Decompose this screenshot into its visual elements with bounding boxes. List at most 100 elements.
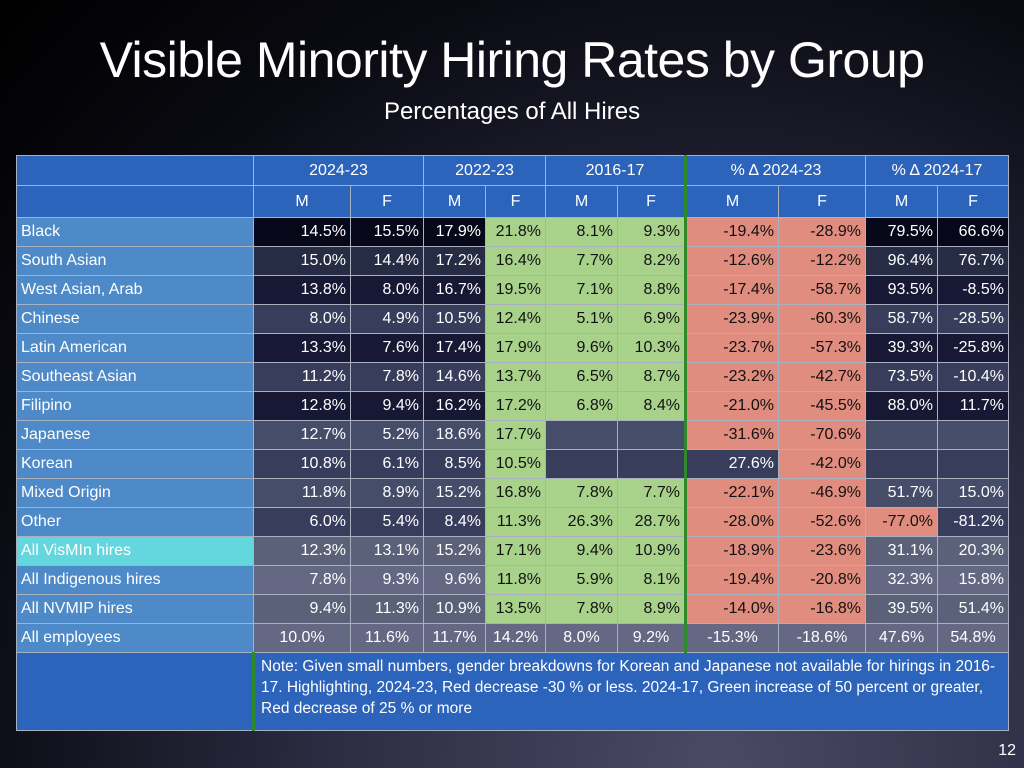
- data-cell: 8.9%: [350, 478, 424, 508]
- data-cell: [617, 420, 686, 450]
- data-cell: -12.2%: [778, 246, 866, 276]
- data-cell: 51.7%: [865, 478, 938, 508]
- data-cell: -81.2%: [937, 507, 1009, 537]
- subheader-cell: M: [545, 185, 618, 218]
- note-blank: [16, 652, 254, 731]
- data-cell: 66.6%: [937, 217, 1009, 247]
- data-cell: 11.2%: [253, 362, 351, 392]
- row-label: Chinese: [16, 304, 254, 334]
- data-cell: 9.4%: [545, 536, 618, 566]
- data-cell: 10.5%: [485, 449, 546, 479]
- data-cell: 9.4%: [350, 391, 424, 421]
- row-label: Other: [16, 507, 254, 537]
- data-cell: 47.6%: [865, 623, 938, 653]
- table-row: Mixed Origin 11.8% 8.9% 15.2% 16.8% 7.8% 7.7% -…: [16, 478, 1009, 508]
- data-cell: 88.0%: [865, 391, 938, 421]
- subheader-cell: F: [485, 185, 546, 218]
- data-cell: 9.3%: [617, 217, 686, 247]
- data-cell: [545, 449, 618, 479]
- data-cell: -28.9%: [778, 217, 866, 247]
- data-cell: 8.0%: [545, 623, 618, 653]
- data-cell: 10.5%: [423, 304, 486, 334]
- data-cell: -31.6%: [684, 420, 779, 450]
- data-cell: 17.1%: [485, 536, 546, 566]
- data-cell: -42.7%: [778, 362, 866, 392]
- data-cell: -18.9%: [684, 536, 779, 566]
- data-cell: 8.1%: [617, 565, 686, 595]
- subheader-cell: M: [423, 185, 486, 218]
- data-cell: -17.4%: [684, 275, 779, 305]
- row-label: All employees: [16, 623, 254, 653]
- data-cell: -8.5%: [937, 275, 1009, 305]
- data-cell: 8.7%: [617, 362, 686, 392]
- data-cell: 17.9%: [423, 217, 486, 247]
- data-cell: 58.7%: [865, 304, 938, 334]
- data-cell: 16.2%: [423, 391, 486, 421]
- data-cell: 7.1%: [545, 275, 618, 305]
- data-cell: 19.5%: [485, 275, 546, 305]
- data-cell: 27.6%: [684, 449, 779, 479]
- table-row: West Asian, Arab 13.8% 8.0% 16.7% 19.5% 7.1% 8…: [16, 275, 1009, 305]
- table-note: Note: Given small numbers, gender breakd…: [252, 652, 1009, 731]
- group-header: % Δ 2024-17: [865, 155, 1009, 186]
- data-cell: 9.4%: [253, 594, 351, 624]
- subheader-cell: F: [937, 185, 1009, 218]
- row-label: Black: [16, 217, 254, 247]
- data-cell: 10.9%: [617, 536, 686, 566]
- data-cell: 5.2%: [350, 420, 424, 450]
- data-cell: 15.5%: [350, 217, 424, 247]
- data-cell: 7.8%: [350, 362, 424, 392]
- data-cell: [617, 449, 686, 479]
- subheader-cell: M: [253, 185, 351, 218]
- data-cell: 16.7%: [423, 275, 486, 305]
- data-cell: 5.4%: [350, 507, 424, 537]
- data-cell: 12.4%: [485, 304, 546, 334]
- data-cell: 7.7%: [545, 246, 618, 276]
- table-row: Korean 10.8% 6.1% 8.5% 10.5% 27.6% -42.0%: [16, 449, 1009, 479]
- table-row: All NVMIP hires 9.4% 11.3% 10.9% 13.5% 7.8% 8.…: [16, 594, 1009, 624]
- data-cell: 11.6%: [350, 623, 424, 653]
- data-cell: 13.8%: [253, 275, 351, 305]
- group-header: 2022-23: [423, 155, 546, 186]
- data-cell: 6.0%: [253, 507, 351, 537]
- data-cell: -10.4%: [937, 362, 1009, 392]
- data-cell: -45.5%: [778, 391, 866, 421]
- data-cell: 11.8%: [253, 478, 351, 508]
- row-label: Japanese: [16, 420, 254, 450]
- slide-subtitle: Percentages of All Hires: [383, 98, 641, 125]
- data-cell: [937, 420, 1009, 450]
- data-cell: 6.1%: [350, 449, 424, 479]
- data-cell: -58.7%: [778, 275, 866, 305]
- data-cell: 6.9%: [617, 304, 686, 334]
- group-header: % Δ 2024-23: [684, 155, 866, 186]
- data-cell: -12.6%: [684, 246, 779, 276]
- data-cell: 51.4%: [937, 594, 1009, 624]
- data-cell: 7.6%: [350, 333, 424, 363]
- table-row: Chinese 8.0% 4.9% 10.5% 12.4% 5.1% 6.9% -23.9% -…: [16, 304, 1009, 334]
- row-label: All Indigenous hires: [16, 565, 254, 595]
- data-cell: 5.1%: [545, 304, 618, 334]
- data-cell: 28.7%: [617, 507, 686, 537]
- data-cell: 18.6%: [423, 420, 486, 450]
- note-row: Note: Given small numbers, gender breakd…: [16, 652, 1009, 731]
- data-cell: -20.8%: [778, 565, 866, 595]
- data-cell: -18.6%: [778, 623, 866, 653]
- data-cell: 10.3%: [617, 333, 686, 363]
- data-cell: 4.9%: [350, 304, 424, 334]
- data-cell: [937, 449, 1009, 479]
- data-cell: 11.7%: [937, 391, 1009, 421]
- data-cell: 10.9%: [423, 594, 486, 624]
- hiring-rates-table: 2024-23 2022-23 2016-17 % Δ 2024-23 % Δ …: [16, 155, 1009, 731]
- data-cell: 13.1%: [350, 536, 424, 566]
- header-blank: [16, 155, 254, 186]
- data-cell: 10.0%: [253, 623, 351, 653]
- data-cell: 17.9%: [485, 333, 546, 363]
- page-number: 12: [998, 742, 1016, 759]
- data-cell: -46.9%: [778, 478, 866, 508]
- data-cell: 39.3%: [865, 333, 938, 363]
- data-cell: 54.8%: [937, 623, 1009, 653]
- data-cell: 8.5%: [423, 449, 486, 479]
- data-cell: [545, 420, 618, 450]
- slide-title: Visible Minority Hiring Rates by Group: [99, 32, 925, 88]
- data-cell: 26.3%: [545, 507, 618, 537]
